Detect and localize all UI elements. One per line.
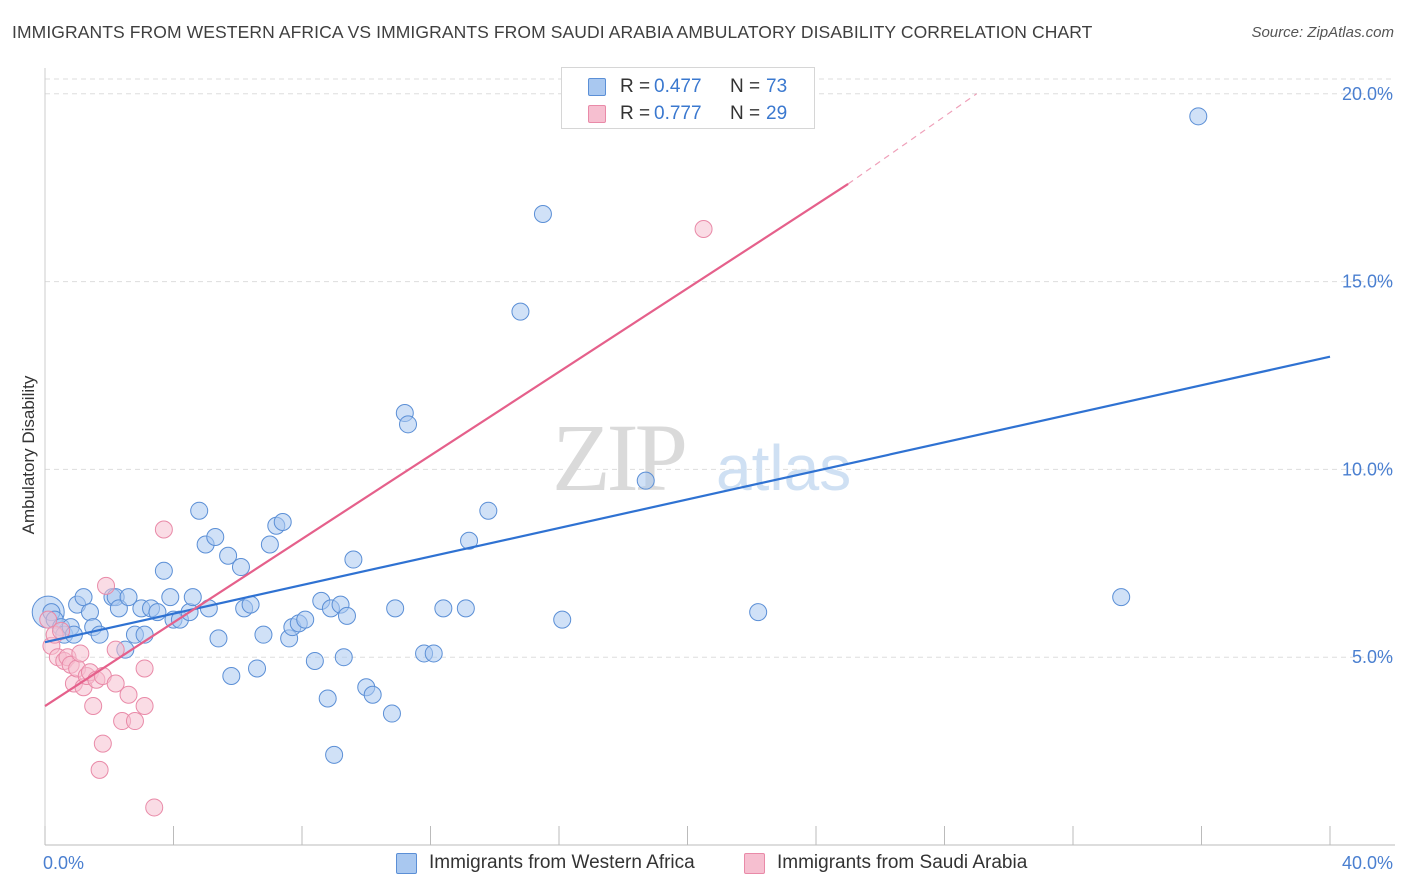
data-point: [219, 546, 238, 565]
data-point: [119, 685, 138, 704]
data-point: [74, 588, 93, 607]
data-point: [84, 697, 103, 716]
data-point: [337, 606, 356, 625]
data-point: [260, 535, 279, 554]
x-tick-label: 0.0%: [43, 853, 84, 873]
data-point: [344, 550, 363, 569]
data-point: [305, 651, 324, 670]
source-label: Source: ZipAtlas.com: [1251, 24, 1394, 41]
data-point: [135, 697, 154, 716]
data-point: [190, 501, 209, 520]
x-tick-label: 40.0%: [1342, 853, 1393, 873]
data-point: [161, 588, 180, 607]
data-point: [119, 588, 138, 607]
data-point: [749, 603, 768, 622]
series-saudi-arabia-points: [39, 220, 713, 817]
watermark-zip: ZIP: [552, 404, 685, 511]
data-point: [254, 625, 273, 644]
data-point: [382, 704, 401, 723]
pink-swatch-icon: [744, 853, 765, 874]
pink-swatch-icon: [588, 105, 606, 123]
data-point: [318, 689, 337, 708]
data-point: [135, 659, 154, 678]
r-label: R =: [620, 76, 651, 97]
chart-title: IMMIGRANTS FROM WESTERN AFRICA VS IMMIGR…: [12, 22, 1093, 42]
trend-line-saudi-arabia: [44, 183, 849, 707]
data-point: [434, 599, 453, 618]
data-point: [460, 531, 479, 550]
data-point: [97, 576, 116, 595]
data-point: [222, 666, 241, 685]
data-point: [533, 204, 552, 223]
data-point: [145, 798, 164, 817]
data-point: [325, 745, 344, 764]
data-point: [296, 610, 315, 629]
trend-line-western-africa: [44, 355, 1331, 644]
data-point: [636, 471, 655, 490]
axes: [44, 68, 1395, 846]
blue-swatch-icon: [588, 78, 606, 96]
data-point: [71, 644, 90, 663]
blue-swatch-icon: [396, 853, 417, 874]
data-point: [206, 528, 225, 546]
data-point: [80, 603, 99, 622]
data-point: [183, 588, 202, 607]
watermark: ZIP atlas: [552, 404, 851, 511]
data-point: [399, 415, 418, 434]
data-point: [511, 302, 530, 321]
data-point: [456, 599, 475, 618]
n-value: 73: [766, 76, 788, 97]
data-point: [209, 629, 228, 648]
data-point: [479, 501, 498, 520]
n-value: 29: [766, 103, 788, 124]
data-point: [424, 644, 443, 663]
data-point: [93, 734, 112, 753]
data-point: [273, 512, 292, 531]
n-label: N =: [730, 76, 761, 97]
data-point: [106, 640, 125, 659]
data-point: [386, 599, 405, 618]
data-point: [106, 674, 125, 693]
r-value: 0.777: [654, 103, 702, 124]
data-point: [694, 220, 713, 238]
r-label: R =: [620, 103, 651, 124]
y-tick-label: 15.0%: [1342, 272, 1393, 292]
legend-label: Immigrants from Western Africa: [429, 852, 695, 873]
tick-labels: 5.0% 10.0% 15.0% 20.0% 0.0% 40.0%: [43, 84, 1393, 873]
y-tick-label: 10.0%: [1342, 459, 1393, 479]
r-value: 0.477: [654, 76, 702, 97]
data-point: [39, 610, 58, 629]
trend-lines: [44, 93, 1331, 707]
n-label: N =: [730, 103, 761, 124]
stats-box: R = 0.477 N = 73 R = 0.777 N = 29: [561, 67, 815, 129]
data-point: [154, 561, 173, 580]
data-point: [125, 712, 144, 731]
data-point: [154, 520, 173, 539]
data-point: [553, 610, 572, 629]
data-point: [1112, 588, 1131, 607]
data-point: [90, 760, 109, 779]
data-point: [248, 659, 267, 678]
y-tick-label: 5.0%: [1352, 647, 1393, 667]
y-tick-label: 20.0%: [1342, 84, 1393, 104]
trend-line-saudi-arabia-extension: [847, 93, 977, 185]
data-point: [363, 685, 382, 704]
data-point: [334, 648, 353, 667]
data-point: [231, 558, 250, 577]
legend-label: Immigrants from Saudi Arabia: [777, 852, 1028, 873]
data-point: [1189, 107, 1208, 126]
